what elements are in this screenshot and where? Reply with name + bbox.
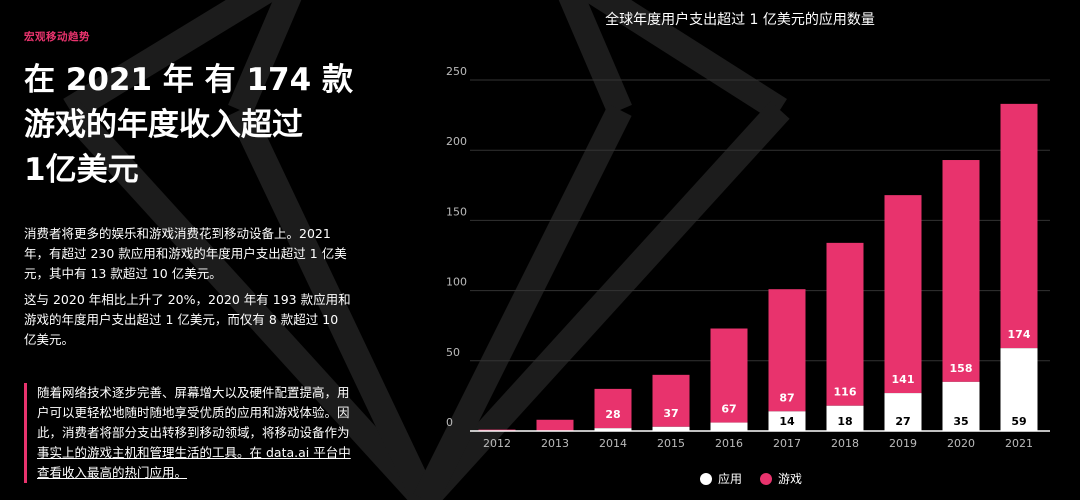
data-label-games-2019: 141: [892, 373, 915, 386]
bar-games-2021: [1000, 103, 1038, 349]
x-tick-label-2015: 2015: [657, 437, 685, 450]
headline-line-3: 1亿美元: [24, 152, 139, 188]
legend-label-games: 游戏: [778, 472, 803, 486]
left-panel: 宏观移动趋势 在 2021 年 有 174 款 游戏的年度收入超过 1亿美元 消…: [0, 0, 400, 500]
bar-games-2019: [884, 195, 922, 394]
data-label-apps-2017: 14: [779, 415, 795, 428]
x-tick-label-2012: 2012: [483, 437, 511, 450]
x-tick-label-2016: 2016: [715, 437, 743, 450]
bar-apps-2018: [826, 405, 864, 431]
headline-line-1: 在 2021 年 有 174 款: [24, 62, 353, 98]
data-label-games-2014: 28: [605, 408, 620, 421]
x-tick-label-2013: 2013: [541, 437, 569, 450]
x-tick-label-2014: 2014: [599, 437, 627, 450]
chart-title: 全球年度用户支出超过 1 亿美元的应用数量: [605, 12, 875, 28]
data-label-games-2020: 158: [950, 362, 973, 375]
x-tick-label-2019: 2019: [889, 437, 917, 450]
legend-label-apps: 应用: [718, 472, 743, 486]
legend-item-apps: 应用: [700, 470, 742, 487]
bar-games-2013: [536, 419, 574, 431]
data-label-apps-2019: 27: [895, 415, 910, 428]
y-tick-label: 250: [446, 65, 467, 78]
bar-apps-2019: [884, 393, 922, 431]
y-tick-label: 200: [446, 135, 467, 148]
x-tick-label-2017: 2017: [773, 437, 801, 450]
data-label-apps-2018: 18: [837, 415, 852, 428]
data-label-apps-2021: 59: [1011, 415, 1026, 428]
data-label-games-2017: 87: [779, 391, 794, 404]
data-label-games-2018: 116: [834, 386, 857, 399]
data-label-apps-2020: 35: [953, 415, 968, 428]
x-tick-label-2020: 2020: [947, 437, 975, 450]
data-label-games-2021: 174: [1008, 328, 1031, 341]
data-label-games-2015: 37: [663, 407, 678, 420]
x-tick-label-2021: 2021: [1005, 437, 1033, 450]
data-label-games-2016: 67: [721, 403, 736, 416]
headline: 在 2021 年 有 174 款 游戏的年度收入超过 1亿美元: [24, 58, 394, 193]
chart-legend: 应用 游戏: [700, 470, 820, 487]
legend-item-games: 游戏: [760, 470, 802, 487]
bar-games-2018: [826, 242, 864, 406]
bar-apps-2021: [1000, 348, 1038, 431]
y-tick-label: 50: [446, 346, 460, 359]
body-paragraph-1: 消费者将更多的娱乐和游戏消费花到移动设备上。2021 年，有超过 230 款应用…: [24, 226, 347, 281]
legend-swatch-apps: [700, 472, 712, 485]
data-ai-link[interactable]: 事实上的游戏主机和管理生活的工具。在 data.ai 平台中查看收入最高的热门应…: [37, 445, 351, 480]
y-tick-label: 150: [446, 205, 467, 218]
body-paragraph-2: 这与 2020 年相比上升了 20%，2020 年有 193 款应用和 游戏的年…: [24, 292, 351, 347]
x-tick-label-2018: 2018: [831, 437, 859, 450]
bar-apps-2016: [710, 422, 748, 431]
y-tick-label: 100: [446, 276, 467, 289]
section-label: 宏观移动趋势: [24, 31, 90, 43]
callout-note: 随着网络技术逐步完善、屏幕增大以及硬件配置提高，用户可以更轻松地随时随地享受优质…: [24, 383, 359, 483]
callout-note-text: 随着网络技术逐步完善、屏幕增大以及硬件配置提高，用户可以更轻松地随时随地享受优质…: [37, 385, 350, 440]
bar-apps-2020: [942, 381, 980, 431]
y-tick-label: 0: [446, 416, 453, 429]
headline-line-2: 游戏的年度收入超过: [24, 107, 303, 143]
legend-swatch-games: [760, 472, 773, 485]
bar-games-2020: [942, 160, 980, 382]
